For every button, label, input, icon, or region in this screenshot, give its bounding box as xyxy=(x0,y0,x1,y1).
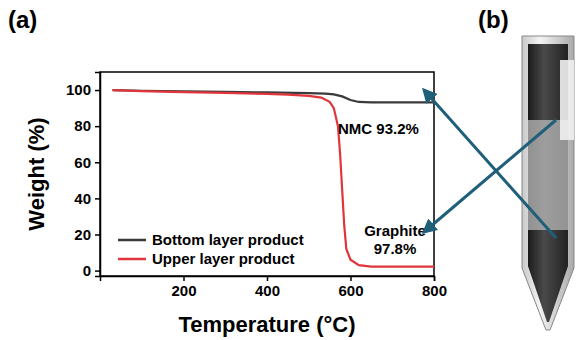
annotation: NMC 93.2% xyxy=(338,120,419,137)
legend-label: Upper layer product xyxy=(152,250,295,267)
tick-label: 80 xyxy=(74,117,91,134)
tick: 60 xyxy=(74,154,100,171)
tick: 0 xyxy=(83,262,100,279)
tick-mark xyxy=(267,276,269,281)
vial xyxy=(522,36,574,330)
tick-label: 20 xyxy=(74,226,91,243)
vial-label-strip xyxy=(560,60,574,140)
panel-label: (b) xyxy=(478,6,509,33)
plot-area xyxy=(113,90,434,267)
tick: 100 xyxy=(66,81,100,98)
vial-glass xyxy=(522,36,574,330)
arrows xyxy=(424,90,556,238)
legend-swatch xyxy=(118,258,146,261)
tick-mark xyxy=(95,162,100,164)
annotation: Graphite97.8% xyxy=(364,222,426,257)
tick-mark xyxy=(434,276,436,281)
axis-line xyxy=(101,277,435,282)
tick-label: 800 xyxy=(422,282,447,299)
legend-swatch xyxy=(118,239,146,242)
tick-label: 400 xyxy=(255,282,280,299)
tick: 20 xyxy=(74,226,100,243)
tick-label: 100 xyxy=(66,81,91,98)
tick-label: 40 xyxy=(74,190,91,207)
tick-label: 60 xyxy=(74,154,91,171)
tick-mark xyxy=(95,270,100,272)
annotation-line: NMC 93.2% xyxy=(338,120,419,137)
axis-line xyxy=(95,73,101,277)
tick: 200 xyxy=(171,276,196,299)
x-axis: 200 400 600 800 xyxy=(101,276,448,299)
tick: 600 xyxy=(338,276,363,299)
panel-label: (a) xyxy=(8,6,37,33)
tick-mark xyxy=(183,276,185,281)
tick-label: 200 xyxy=(171,282,196,299)
tick-mark xyxy=(95,90,100,92)
tick: 800 xyxy=(422,276,447,299)
tick-mark xyxy=(95,126,100,128)
tick-label: 600 xyxy=(338,282,363,299)
tick-mark xyxy=(350,276,352,281)
legend: Bottom layer product Upper layer product xyxy=(118,231,304,267)
tick-mark xyxy=(95,234,100,236)
tick: 40 xyxy=(74,190,100,207)
y-axis: 0 20 40 60 80 100 xyxy=(66,73,101,279)
legend-label: Bottom layer product xyxy=(152,231,304,248)
tick-label: 0 xyxy=(83,262,91,279)
plot-frame xyxy=(100,72,434,276)
figure: (a) (b) 200 400 600 800 0 20 40 60 80 100 Temperatur… xyxy=(0,0,584,340)
tick: 80 xyxy=(74,117,100,134)
annotation-line: 97.8% xyxy=(374,240,417,257)
y-axis-title: Weight (%) xyxy=(24,117,49,230)
annotation-line: Graphite xyxy=(364,222,426,239)
tick: 400 xyxy=(255,276,280,299)
series-line xyxy=(113,90,434,267)
tick-mark xyxy=(95,198,100,200)
arrow xyxy=(424,90,556,238)
x-axis-title: Temperature (°C) xyxy=(178,312,355,337)
